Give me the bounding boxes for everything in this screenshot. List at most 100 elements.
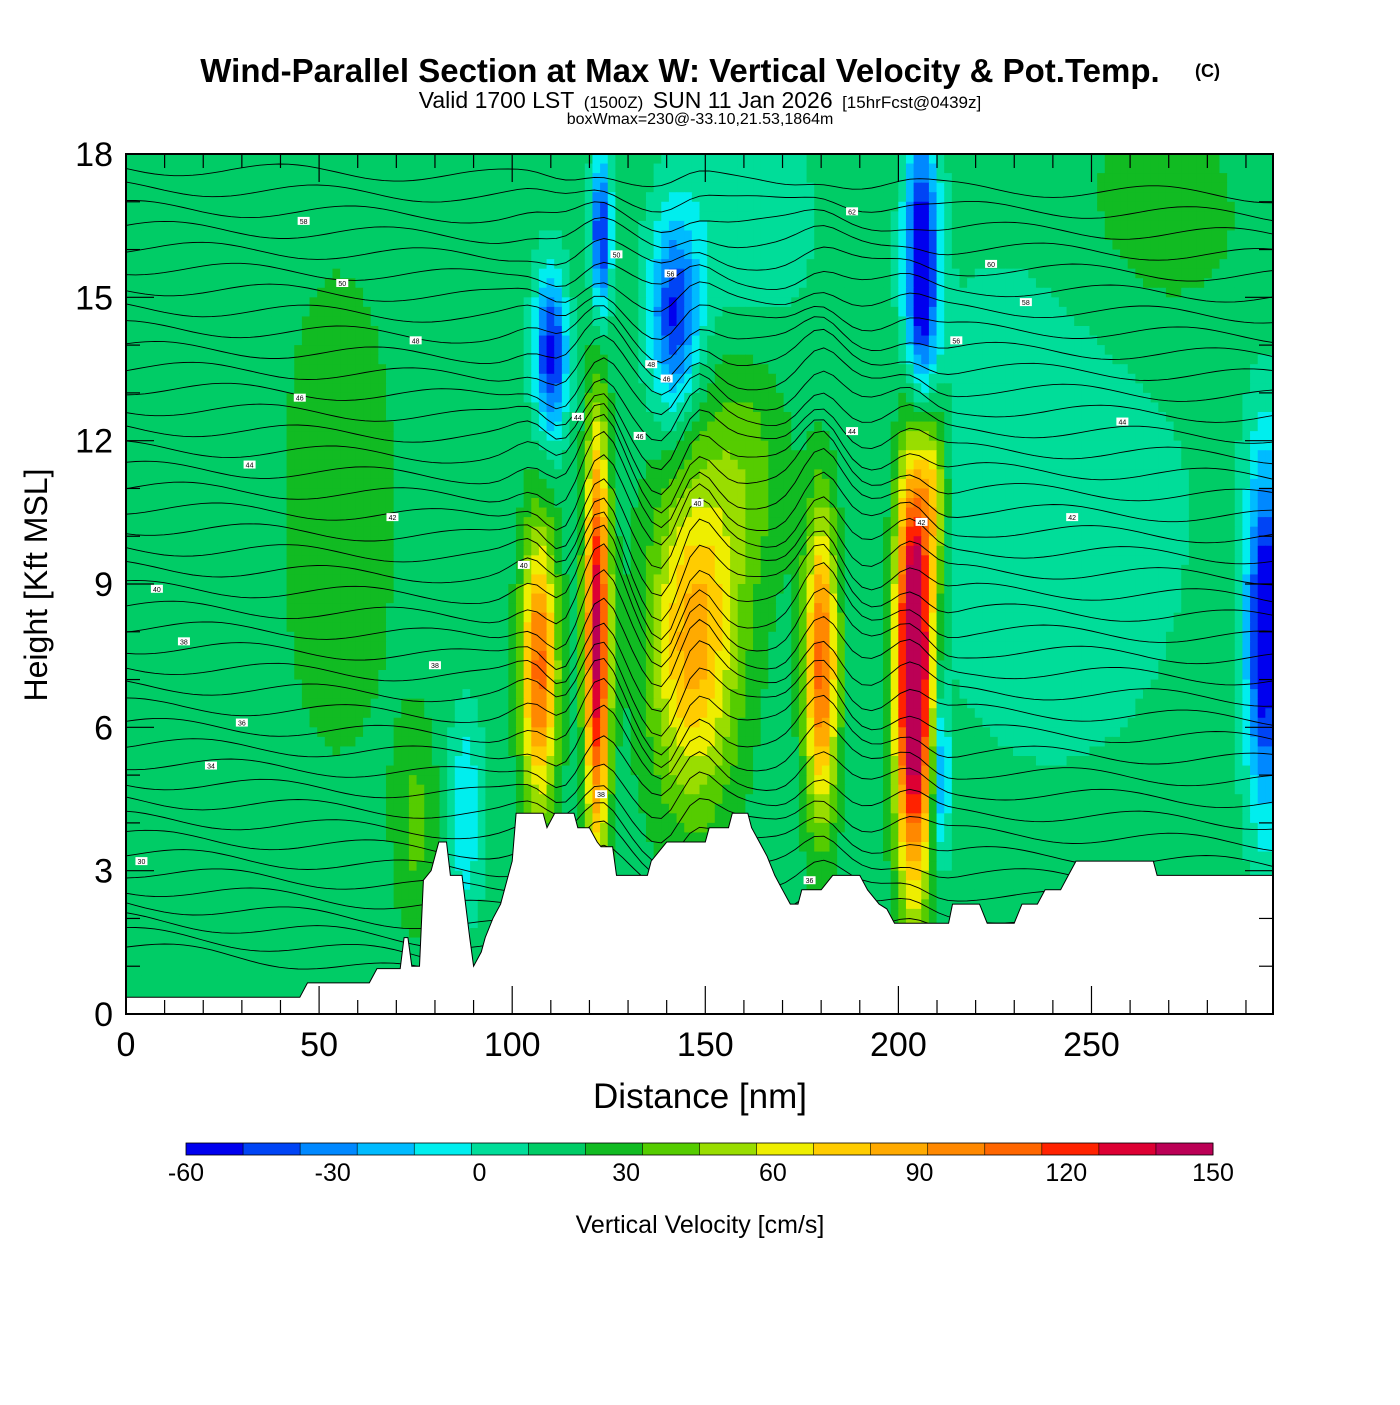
velocity-cell (936, 201, 945, 212)
velocity-cell (202, 154, 211, 165)
velocity-cell (1066, 306, 1075, 318)
velocity-cell (1112, 182, 1121, 193)
velocity-cell (844, 354, 854, 365)
velocity-cell (1143, 268, 1152, 279)
velocity-cell (653, 326, 662, 337)
velocity-cell (653, 316, 662, 327)
velocity-cell (508, 373, 517, 384)
velocity-cell (309, 173, 318, 184)
velocity-cell (355, 373, 364, 384)
velocity-cell (477, 240, 486, 251)
velocity-cell (187, 173, 196, 184)
velocity-cell (1165, 173, 1175, 184)
velocity-cell (806, 220, 815, 232)
velocity-cell (1112, 220, 1121, 232)
velocity-cell (806, 230, 815, 241)
velocity-cell (355, 192, 364, 203)
velocity-cell (1028, 192, 1037, 203)
velocity-cell (263, 316, 272, 327)
velocity-cell (860, 335, 869, 346)
velocity-cell (1211, 402, 1221, 413)
velocity-cell (370, 306, 379, 318)
velocity-cell (171, 173, 181, 184)
velocity-cell (921, 240, 930, 251)
velocity-cell (569, 459, 578, 470)
velocity-cell (1051, 220, 1060, 232)
velocity-cell (928, 211, 938, 222)
velocity-cell (852, 392, 861, 404)
velocity-cell (1127, 402, 1136, 413)
velocity-cell (921, 364, 930, 375)
velocity-cell (424, 345, 433, 356)
velocity-cell (737, 268, 746, 279)
velocity-cell (928, 373, 938, 384)
velocity-cell (156, 249, 165, 260)
velocity-cell (1104, 182, 1114, 193)
velocity-cell (714, 306, 724, 318)
velocity-cell (867, 392, 876, 404)
velocity-cell (722, 431, 731, 442)
velocity-cell (164, 412, 173, 423)
velocity-cell (347, 192, 356, 203)
velocity-cell (1089, 383, 1098, 394)
velocity-cell (745, 154, 754, 165)
velocity-cell (638, 211, 647, 222)
velocity-cell (1242, 373, 1251, 384)
velocity-cell (493, 278, 502, 289)
velocity-cell (1035, 249, 1045, 260)
velocity-cell (959, 383, 968, 394)
velocity-cell (600, 297, 609, 308)
velocity-cell (814, 450, 823, 461)
velocity-cell (255, 154, 265, 165)
velocity-cell (852, 450, 861, 461)
velocity-cell (745, 364, 754, 375)
velocity-cell (546, 249, 555, 260)
velocity-cell (1112, 326, 1121, 337)
velocity-cell (210, 240, 219, 251)
velocity-cell (883, 259, 892, 270)
velocity-cell (890, 354, 899, 365)
velocity-cell (768, 230, 777, 241)
velocity-cell (1257, 297, 1266, 308)
velocity-cell (309, 249, 318, 260)
velocity-cell (661, 278, 670, 289)
velocity-cell (1081, 268, 1091, 279)
velocity-cell (898, 354, 907, 365)
velocity-cell (179, 392, 188, 404)
velocity-cell (1112, 383, 1121, 394)
velocity-cell (997, 326, 1006, 337)
velocity-cell (569, 392, 578, 404)
velocity-cell (1112, 201, 1121, 212)
velocity-cell (944, 364, 953, 375)
velocity-cell (1043, 402, 1052, 413)
velocity-cell (974, 402, 984, 413)
velocity-cell (661, 354, 670, 365)
velocity-cell (1265, 354, 1273, 365)
velocity-cell (378, 201, 387, 212)
velocity-cell (1005, 278, 1014, 289)
velocity-cell (1234, 412, 1244, 423)
velocity-cell (577, 392, 586, 404)
velocity-cell (944, 373, 953, 384)
velocity-cell (278, 335, 288, 346)
velocity-cell (294, 316, 303, 327)
velocity-cell (324, 364, 334, 375)
velocity-cell (424, 383, 433, 394)
velocity-cell (867, 306, 876, 318)
velocity-cell (340, 240, 349, 251)
velocity-cell (1035, 316, 1045, 327)
velocity-cell (829, 459, 838, 470)
velocity-cell (1005, 383, 1014, 394)
velocity-cell (921, 192, 930, 203)
velocity-cell (1165, 154, 1175, 165)
velocity-cell (676, 402, 685, 413)
velocity-cell (424, 402, 433, 413)
velocity-cell (424, 240, 433, 251)
velocity-cell (1181, 297, 1190, 308)
velocity-cell (1242, 287, 1251, 298)
velocity-cell (561, 364, 571, 375)
velocity-cell (730, 201, 739, 212)
velocity-cell (202, 450, 211, 461)
velocity-cell (1066, 220, 1075, 232)
velocity-cell (278, 316, 288, 327)
